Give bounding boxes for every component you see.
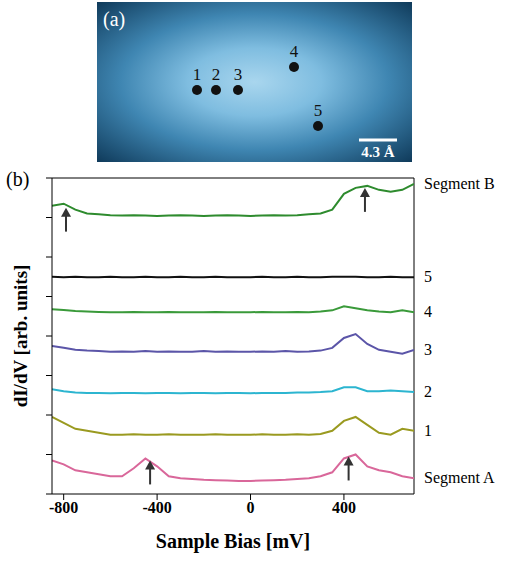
svg-text:2: 2 — [424, 383, 432, 400]
svg-text:0: 0 — [247, 499, 255, 516]
svg-text:5: 5 — [314, 101, 323, 120]
svg-text:3: 3 — [234, 65, 243, 84]
svg-text:400: 400 — [332, 499, 356, 516]
svg-text:(a): (a) — [103, 8, 125, 31]
svg-text:4.3 Å: 4.3 Å — [361, 144, 395, 160]
svg-text:-400: -400 — [142, 499, 171, 516]
svg-text:1: 1 — [424, 422, 432, 439]
svg-text:3: 3 — [424, 341, 432, 358]
svg-text:2: 2 — [212, 65, 221, 84]
svg-text:-800: -800 — [49, 499, 78, 516]
svg-text:4: 4 — [290, 42, 299, 61]
svg-text:dI/dV [arb. units]: dI/dV [arb. units] — [10, 265, 31, 408]
svg-text:Segment A: Segment A — [424, 469, 495, 487]
svg-text:Segment B: Segment B — [424, 175, 495, 193]
svg-text:4: 4 — [424, 303, 432, 320]
svg-text:1: 1 — [193, 65, 202, 84]
html-text:(b): (b) — [6, 168, 30, 190]
svg-text:5: 5 — [424, 268, 432, 285]
svg-text:Sample Bias [mV]: Sample Bias [mV] — [156, 530, 310, 553]
